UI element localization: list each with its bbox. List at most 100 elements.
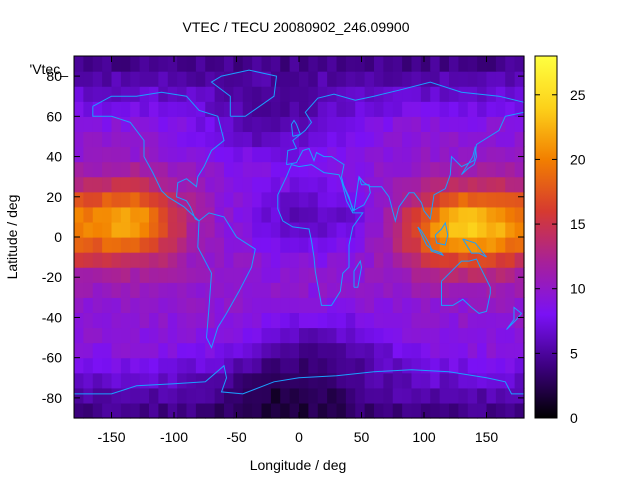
- heatmap-cell: [402, 116, 413, 133]
- heatmap-cell: [317, 116, 328, 133]
- heatmap-cell: [458, 402, 469, 419]
- heatmap-cell: [120, 357, 131, 374]
- heatmap-cell: [449, 86, 459, 102]
- heatmap-cell: [486, 221, 497, 238]
- heatmap-cell: [270, 146, 281, 163]
- heatmap-cell: [317, 191, 328, 208]
- heatmap-cell: [205, 237, 216, 253]
- heatmap-cell: [505, 237, 516, 253]
- heatmap-cell: [317, 267, 328, 283]
- heatmap-cell: [514, 176, 525, 193]
- heatmap-cell: [270, 327, 281, 344]
- heatmap-cell: [430, 402, 441, 419]
- heatmap-cell: [270, 161, 281, 178]
- heatmap-cell: [383, 312, 394, 329]
- heatmap-cell: [514, 357, 525, 374]
- heatmap-cell: [383, 357, 394, 374]
- heatmap-cell: [186, 342, 197, 359]
- heatmap-cell: [355, 161, 366, 178]
- heatmap-cell: [449, 282, 459, 298]
- heatmap-cell: [205, 206, 216, 223]
- heatmap-cell: [411, 402, 422, 419]
- heatmap-cell: [383, 101, 394, 117]
- heatmap-cell: [149, 327, 159, 344]
- heatmap-cell: [158, 267, 169, 283]
- heatmap-cell: [345, 86, 356, 102]
- heatmap-cell: [139, 116, 150, 133]
- heatmap-cell: [364, 86, 375, 102]
- heatmap-cell: [205, 357, 216, 374]
- heatmap-cell: [374, 327, 384, 344]
- heatmap-cell: [177, 297, 188, 314]
- heatmap-cell: [374, 116, 384, 133]
- heatmap-cell: [242, 56, 253, 72]
- heatmap-cell: [505, 71, 516, 87]
- coastline: [441, 258, 491, 314]
- heatmap-cell: [364, 402, 375, 419]
- heatmap-cell: [383, 146, 394, 163]
- heatmap-cell: [411, 161, 422, 178]
- heatmap-cell: [458, 327, 469, 344]
- heatmap-cell: [224, 237, 234, 253]
- heatmap-cell: [317, 327, 328, 344]
- heatmap-cell: [430, 342, 441, 359]
- heatmap-cell: [374, 101, 384, 117]
- heatmap-cell: [514, 267, 525, 283]
- heatmap-cell: [477, 297, 488, 314]
- heatmap-cell: [149, 56, 159, 72]
- heatmap-cell: [149, 342, 159, 359]
- heatmap-cell: [139, 402, 150, 419]
- heatmap-cell: [383, 282, 394, 298]
- heatmap-cell: [402, 101, 413, 117]
- heatmap-cell: [402, 237, 413, 253]
- heatmap-cell: [214, 131, 225, 148]
- heatmap-cell: [495, 357, 506, 374]
- heatmap-cell: [289, 387, 300, 404]
- heatmap-cell: [261, 206, 272, 223]
- heatmap-cell: [252, 71, 263, 87]
- heatmap-cell: [364, 297, 375, 314]
- heatmap-cell: [205, 86, 216, 102]
- heatmap-cell: [374, 342, 384, 359]
- heatmap-cell: [411, 387, 422, 404]
- x-tick-label: 100: [412, 429, 436, 445]
- heatmap-cell: [374, 71, 384, 87]
- heatmap-cell: [486, 342, 497, 359]
- y-tick-label: -80: [42, 390, 62, 406]
- heatmap-cell: [299, 267, 309, 283]
- heatmap-cell: [261, 191, 272, 208]
- heatmap-cell: [186, 297, 197, 314]
- heatmap-cell: [299, 86, 309, 102]
- legend-key-label: 'Vtec_: [30, 61, 69, 77]
- heatmap-cell: [299, 116, 309, 133]
- heatmap-cell: [430, 312, 441, 329]
- heatmap-cell: [383, 402, 394, 419]
- heatmap-cell: [158, 252, 169, 268]
- heatmap-cell: [252, 312, 263, 329]
- heatmap-cell: [167, 161, 178, 178]
- heatmap-cell: [130, 191, 141, 208]
- heatmap-cell: [467, 372, 478, 389]
- heatmap-cell: [186, 252, 197, 268]
- heatmap-cell: [177, 357, 188, 374]
- heatmap-cell: [280, 342, 291, 359]
- heatmap-cell: [261, 101, 272, 117]
- heatmap-cell: [392, 312, 403, 329]
- heatmap-cell: [336, 372, 347, 389]
- heatmap-cell: [280, 221, 291, 238]
- heatmap-cell: [308, 56, 319, 72]
- heatmap-cell: [214, 252, 225, 268]
- heatmap-cell: [233, 191, 244, 208]
- heatmap-cell: [205, 101, 216, 117]
- heatmap-cell: [374, 357, 384, 374]
- heatmap-cell: [402, 297, 413, 314]
- heatmap-cell: [355, 206, 366, 223]
- heatmap-cell: [411, 131, 422, 148]
- heatmap-cell: [74, 56, 84, 72]
- heatmap-cell: [224, 101, 234, 117]
- heatmap-cell: [364, 71, 375, 87]
- heatmap-cell: [252, 101, 263, 117]
- heatmap-cell: [392, 86, 403, 102]
- heatmap-cell: [486, 116, 497, 133]
- heatmap-cell: [374, 221, 384, 238]
